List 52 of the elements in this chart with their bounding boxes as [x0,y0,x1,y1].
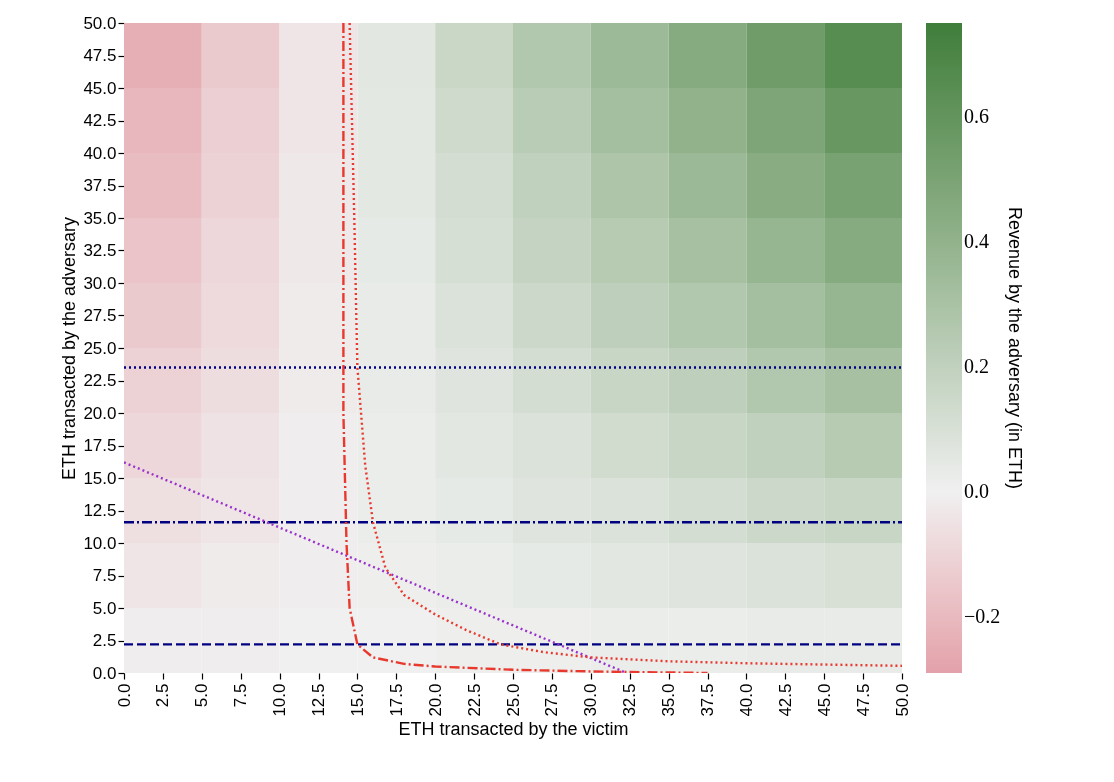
x-tick-label: 27.5 [542,683,562,717]
x-tick-label: 42.5 [775,683,795,717]
y-tick-label: 45.0 [83,78,117,98]
line-series [342,23,709,673]
y-tick-label: 15.0 [83,468,117,488]
color-bar-label: 0.2 [964,354,989,377]
x-tick-label: 0.0 [114,683,134,708]
x-tick-label: 25.0 [503,683,523,717]
y-tick-label: 40.0 [83,143,117,163]
y-tick-label: 47.5 [83,46,117,65]
y-tick-label: 35.0 [83,208,117,228]
y-tick-label: 5.0 [92,598,117,618]
y-tick-label: 20.0 [83,403,117,423]
y-tick-label: 12.5 [83,501,117,520]
x-tick-label: 47.5 [853,683,873,717]
y-tick-label: 30.0 [83,273,117,293]
y-tick-label: 42.5 [83,111,117,130]
x-tick-label: 37.5 [698,683,717,717]
x-tick-label: 50.0 [892,683,912,717]
x-tick-label: 10.0 [270,683,290,717]
y-tick-label: 7.5 [92,566,117,585]
x-tick-label: 20.0 [425,683,445,717]
y-tick-label: 27.5 [83,306,117,325]
x-axis-title: ETH transacted by the victim [398,718,629,739]
x-tick-label: 7.5 [231,683,251,708]
x-tick-label: 32.5 [620,683,640,717]
y-tick-label: 25.0 [83,338,117,358]
y-tick-label: 32.5 [83,241,117,260]
x-tick-label: 5.0 [192,683,212,708]
x-tick-label: 40.0 [736,683,756,717]
y-tick-label: 0.0 [92,663,117,683]
color-bar-label: 0.6 [964,104,989,127]
x-tick-label: 15.0 [347,683,367,717]
y-tick-label: 17.5 [83,436,117,455]
color-bar-label: 0.0 [964,479,989,502]
x-tick-label: 17.5 [386,683,406,717]
color-bar-title: Revenue by the adversary (in ETH) [1005,206,1025,490]
color-bar-label: −0.2 [964,604,1001,627]
color-bar-label: 0.4 [964,229,989,252]
y-axis-title: ETH transacted by the adversary [59,216,80,481]
x-tick-label: 2.5 [153,683,173,708]
x-tick-label: 45.0 [814,683,834,717]
x-tick-label: 30.0 [581,683,601,717]
line-series [348,23,902,668]
y-tick-label: 50.0 [83,13,117,33]
x-tick-label: 12.5 [309,683,328,717]
x-tick-label: 22.5 [464,683,484,717]
y-tick-label: 2.5 [92,631,117,650]
x-tick-label: 35.0 [659,683,679,717]
y-tick-label: 37.5 [83,176,117,195]
y-tick-label: 22.5 [83,371,117,390]
y-tick-label: 10.0 [83,533,117,553]
